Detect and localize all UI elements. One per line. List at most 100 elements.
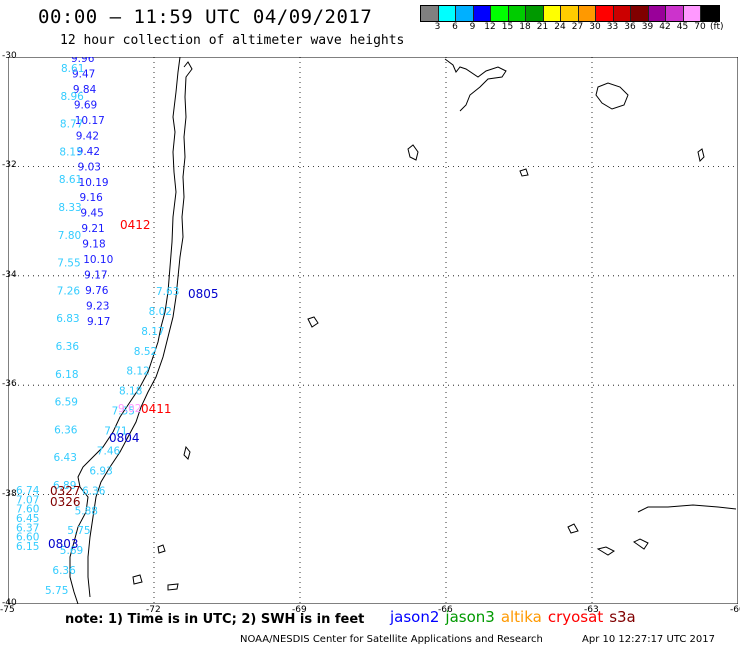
- satellite-name: jason3: [445, 608, 495, 626]
- wave-height-value: 8.61: [59, 174, 82, 186]
- wave-height-value: 9.84: [73, 84, 97, 96]
- wave-height-value: 6.59: [55, 397, 78, 409]
- coast-east-south: [637, 504, 737, 513]
- island-small-3: [167, 583, 179, 591]
- wave-height-value: 6.60: [16, 532, 39, 544]
- legend-swatch: [683, 6, 701, 21]
- latitude-label: -38: [2, 488, 17, 499]
- lagoon-2: [519, 168, 529, 177]
- island-small-1: [157, 544, 166, 554]
- wave-height-value: 7.55: [57, 258, 80, 270]
- wave-height-color-legend: [420, 5, 720, 22]
- wave-height-value: 9.23: [86, 301, 109, 313]
- island-small-2: [132, 574, 143, 585]
- wave-height-value: 9.45: [80, 208, 103, 220]
- wave-height-value: 8.77: [60, 119, 83, 131]
- wave-height-value: 5.75: [67, 525, 90, 537]
- wave-height-value: 9.47: [72, 68, 95, 80]
- legend-label: 18: [519, 22, 531, 32]
- wave-height-value: 9.17: [84, 270, 107, 282]
- wave-height-map: 9.96 9.47 9.84 9.69 10.17 9.42 9.42 9.03 10.19 9.…: [8, 57, 738, 604]
- satellite-name: s3a: [609, 608, 636, 626]
- wave-height-value: 9.17: [87, 316, 110, 328]
- legend-swatch: [438, 6, 456, 21]
- island-ne: [697, 148, 705, 162]
- andes-border: [87, 61, 193, 598]
- legend-label: 12: [484, 22, 496, 32]
- legend-label: 70: [694, 22, 706, 32]
- legend-label: 42: [659, 22, 671, 32]
- map-frame: [8, 57, 738, 604]
- wave-height-value: 6.36: [54, 424, 78, 436]
- pass-time-label: 0411: [141, 402, 172, 416]
- pass-time-label: 0803: [48, 537, 79, 551]
- legend-swatch: [701, 6, 719, 21]
- wave-height-value: 8.52: [134, 346, 157, 358]
- wave-height-value: 9.69: [74, 99, 97, 111]
- wave-height-value: 7.07: [16, 494, 39, 506]
- latitude-label: -30: [2, 51, 17, 61]
- legend-swatch: [578, 6, 596, 21]
- wave-height-value: 6.45: [16, 513, 39, 525]
- wave-height-value: 5.69: [60, 545, 83, 557]
- wave-height-value: 9.18: [82, 239, 105, 251]
- satellite-name: jason2: [390, 608, 440, 626]
- legend-swatch: [456, 6, 474, 21]
- wave-height-value: 9.03: [78, 161, 101, 173]
- satellite-name: cryosat: [547, 608, 604, 626]
- wave-height-value: 9.16: [79, 192, 103, 204]
- wave-height-value: 8.18: [119, 386, 142, 398]
- legend-label: (ft): [709, 22, 724, 32]
- longitude-label: -66: [438, 605, 453, 615]
- wave-height-value: 6.37: [16, 522, 39, 534]
- longitude-label: -72: [146, 605, 161, 615]
- wave-height-value: 8.17: [141, 326, 164, 338]
- legend-swatch: [543, 6, 561, 21]
- legend-label: 9: [469, 22, 476, 32]
- legend-swatch: [648, 6, 666, 21]
- wave-height-value: 7.71: [104, 426, 127, 438]
- wave-height-value: 8.12: [126, 366, 149, 378]
- pass-time-label: 0804: [109, 431, 140, 445]
- lagoon-4: [567, 523, 579, 534]
- wave-height-value: 9.96: [71, 57, 95, 65]
- legend-swatch: [613, 6, 631, 21]
- island-east: [595, 82, 629, 110]
- wave-height-value: 10.10: [83, 254, 113, 266]
- wave-height-value: 10.17: [75, 115, 105, 127]
- legend-label: 3: [434, 22, 441, 32]
- wave-height-value: 8.33: [58, 202, 81, 214]
- island-chiloe: [183, 445, 191, 460]
- legend-swatch: [666, 6, 684, 21]
- satellite-legend: jason2 jason3 altika cryosat s3a: [390, 608, 642, 626]
- chile-coastline: [69, 57, 181, 604]
- wave-height-value: 6.36: [56, 341, 80, 353]
- wave-height-value: 6.43: [54, 452, 77, 464]
- pass-time-label: 0805: [188, 287, 219, 301]
- latitude-label: -34: [2, 269, 17, 280]
- rio-de-la-plata-coast: [444, 58, 507, 112]
- legend-label: 21: [536, 22, 549, 32]
- longitude-label: -75: [0, 605, 15, 615]
- wave-height-value: 7.55: [112, 406, 135, 418]
- legend-swatch: [631, 6, 649, 21]
- legend-label: 15: [501, 22, 514, 32]
- wave-height-value: 5.88: [75, 505, 98, 517]
- legend-label: 30: [589, 22, 601, 32]
- legend-label: 33: [606, 22, 619, 32]
- legend-label: 27: [571, 22, 584, 32]
- wave-height-value: 5.75: [45, 585, 68, 597]
- coast-east-south-2: [596, 546, 615, 556]
- wave-height-value: 6.18: [55, 369, 78, 381]
- wave-height-value: 8.15: [59, 146, 82, 158]
- legend-label: 24: [554, 22, 566, 32]
- wave-height-value: 6.74: [16, 485, 40, 497]
- legend-swatch: [491, 6, 509, 21]
- legend-swatch: [473, 6, 491, 21]
- legend-swatch: [596, 6, 614, 21]
- wave-height-value: 8.61: [61, 63, 84, 75]
- longitude-label: -63: [584, 605, 599, 615]
- wave-height-value: 6.36: [52, 565, 76, 577]
- latitude-label: -36: [2, 379, 17, 390]
